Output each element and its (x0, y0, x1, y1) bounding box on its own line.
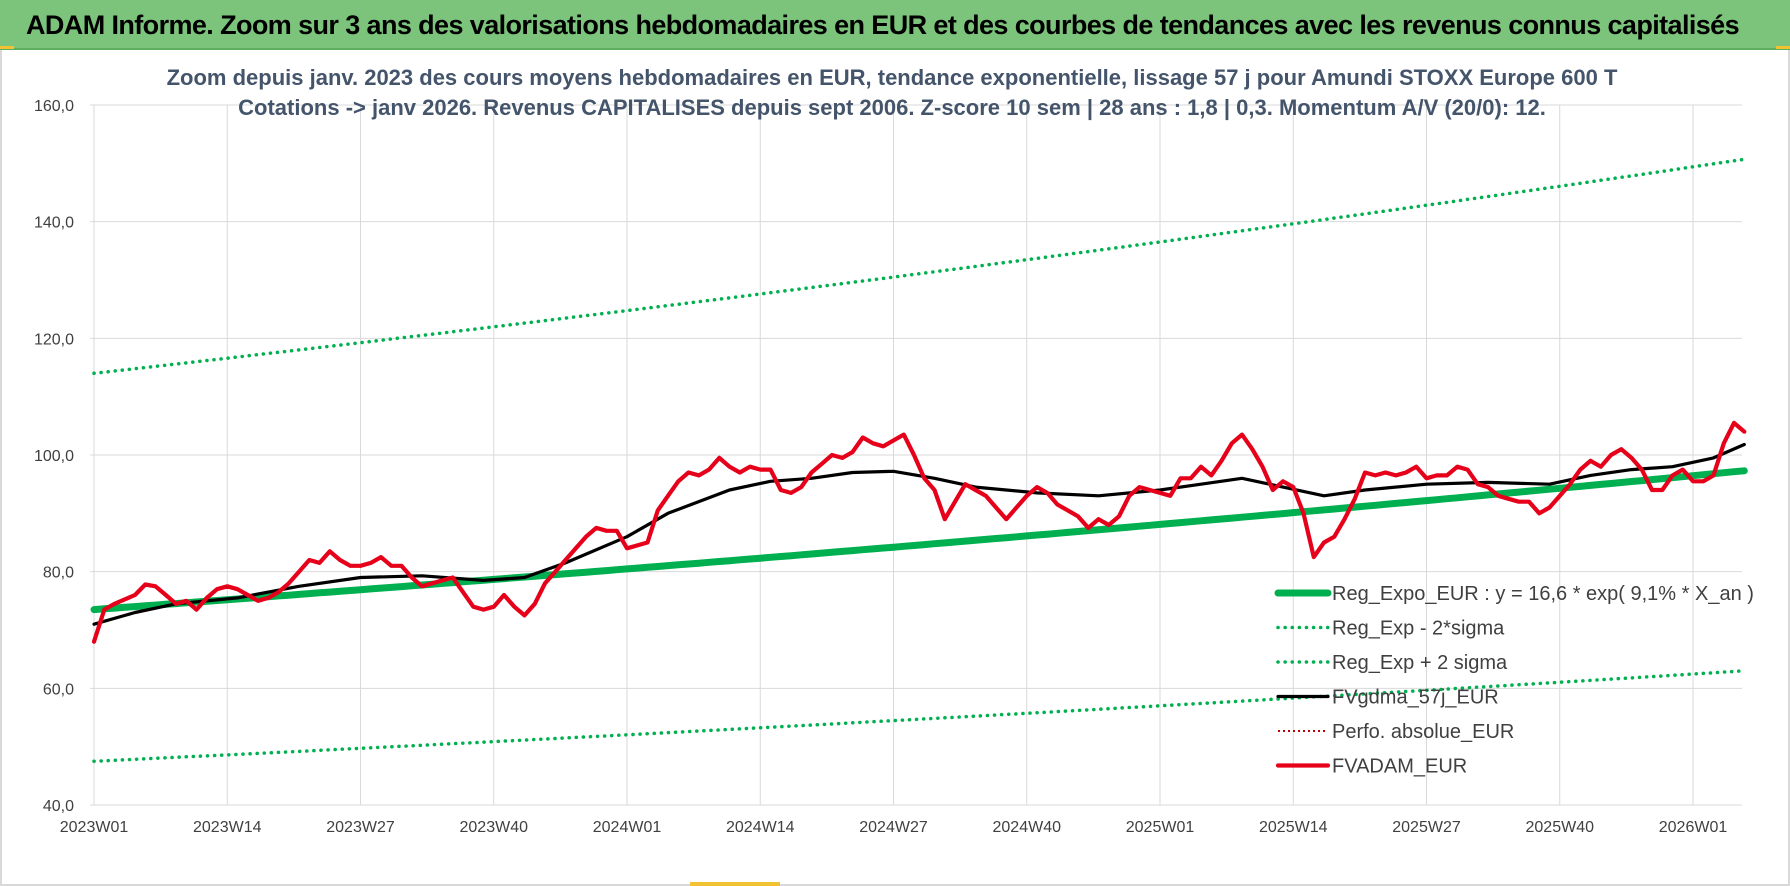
chart-title-line-2: Cotations -> janv 2026. Revenus CAPITALI… (238, 95, 1546, 120)
chart-title-line-1: Zoom depuis janv. 2023 des cours moyens … (167, 65, 1618, 90)
line-chart: 40,0 60,0 80,0 100,0 120,0 140,0 160,0 2023W01 2… (34, 65, 1754, 836)
x-tick-label: 2024W01 (593, 819, 662, 836)
y-tick-label: 100,0 (34, 448, 74, 465)
x-tick-label: 2025W14 (1259, 819, 1328, 836)
legend-label: FVADAM_EUR (1332, 756, 1467, 778)
reg-plus-2sigma-line (92, 157, 1747, 376)
y-tick-label: 120,0 (34, 331, 74, 348)
x-tick-label: 2024W40 (993, 819, 1062, 836)
y-tick-label: 80,0 (43, 565, 74, 582)
y-tick-label: 140,0 (34, 215, 74, 232)
x-tick-label: 2024W27 (859, 819, 928, 836)
bottom-accent-bar (690, 882, 780, 886)
x-tick-label: 2023W01 (60, 819, 129, 836)
legend-label: Perfo. absolue_EUR (1332, 721, 1514, 743)
x-tick-label: 2023W40 (460, 819, 529, 836)
x-tick-label: 2025W40 (1526, 819, 1595, 836)
reg-minus-2sigma-line (92, 669, 1747, 764)
x-tick-label: 2024W14 (726, 819, 795, 836)
y-tick-label: 60,0 (43, 681, 74, 698)
legend: Reg_Expo_EUR : y = 16,6 * exp( 9,1% * X_… (1274, 583, 1754, 778)
legend-label: Reg_Expo_EUR : y = 16,6 * exp( 9,1% * X_… (1332, 583, 1754, 605)
banner-corner-right (1776, 46, 1790, 49)
banner-corner-left (0, 46, 14, 49)
x-tick-label: 2023W27 (326, 819, 395, 836)
y-tick-label: 160,0 (34, 98, 74, 115)
legend-label: Reg_Exp + 2 sigma (1332, 652, 1508, 674)
fvadam-line (91, 420, 1747, 644)
x-tick-label: 2026W01 (1659, 819, 1728, 836)
report-banner-title: ADAM Informe. Zoom sur 3 ans des valoris… (0, 0, 1790, 50)
axis-labels: 40,0 60,0 80,0 100,0 120,0 140,0 160,0 2023W01 2… (34, 98, 1727, 836)
grid-lines (90, 104, 1742, 806)
series-lines (90, 157, 1748, 764)
legend-label: Reg_Exp - 2*sigma (1332, 618, 1505, 640)
y-tick-label: 40,0 (43, 798, 74, 815)
fvgdma-line (92, 442, 1746, 626)
x-tick-label: 2025W01 (1126, 819, 1195, 836)
x-tick-label: 2023W14 (193, 819, 262, 836)
legend-label: FVgdma_57j_EUR (1332, 687, 1499, 709)
chart-area: 40,0 60,0 80,0 100,0 120,0 140,0 160,0 2023W01 2… (0, 50, 1790, 886)
reg-expo-line (90, 467, 1748, 614)
x-tick-label: 2025W27 (1392, 819, 1461, 836)
